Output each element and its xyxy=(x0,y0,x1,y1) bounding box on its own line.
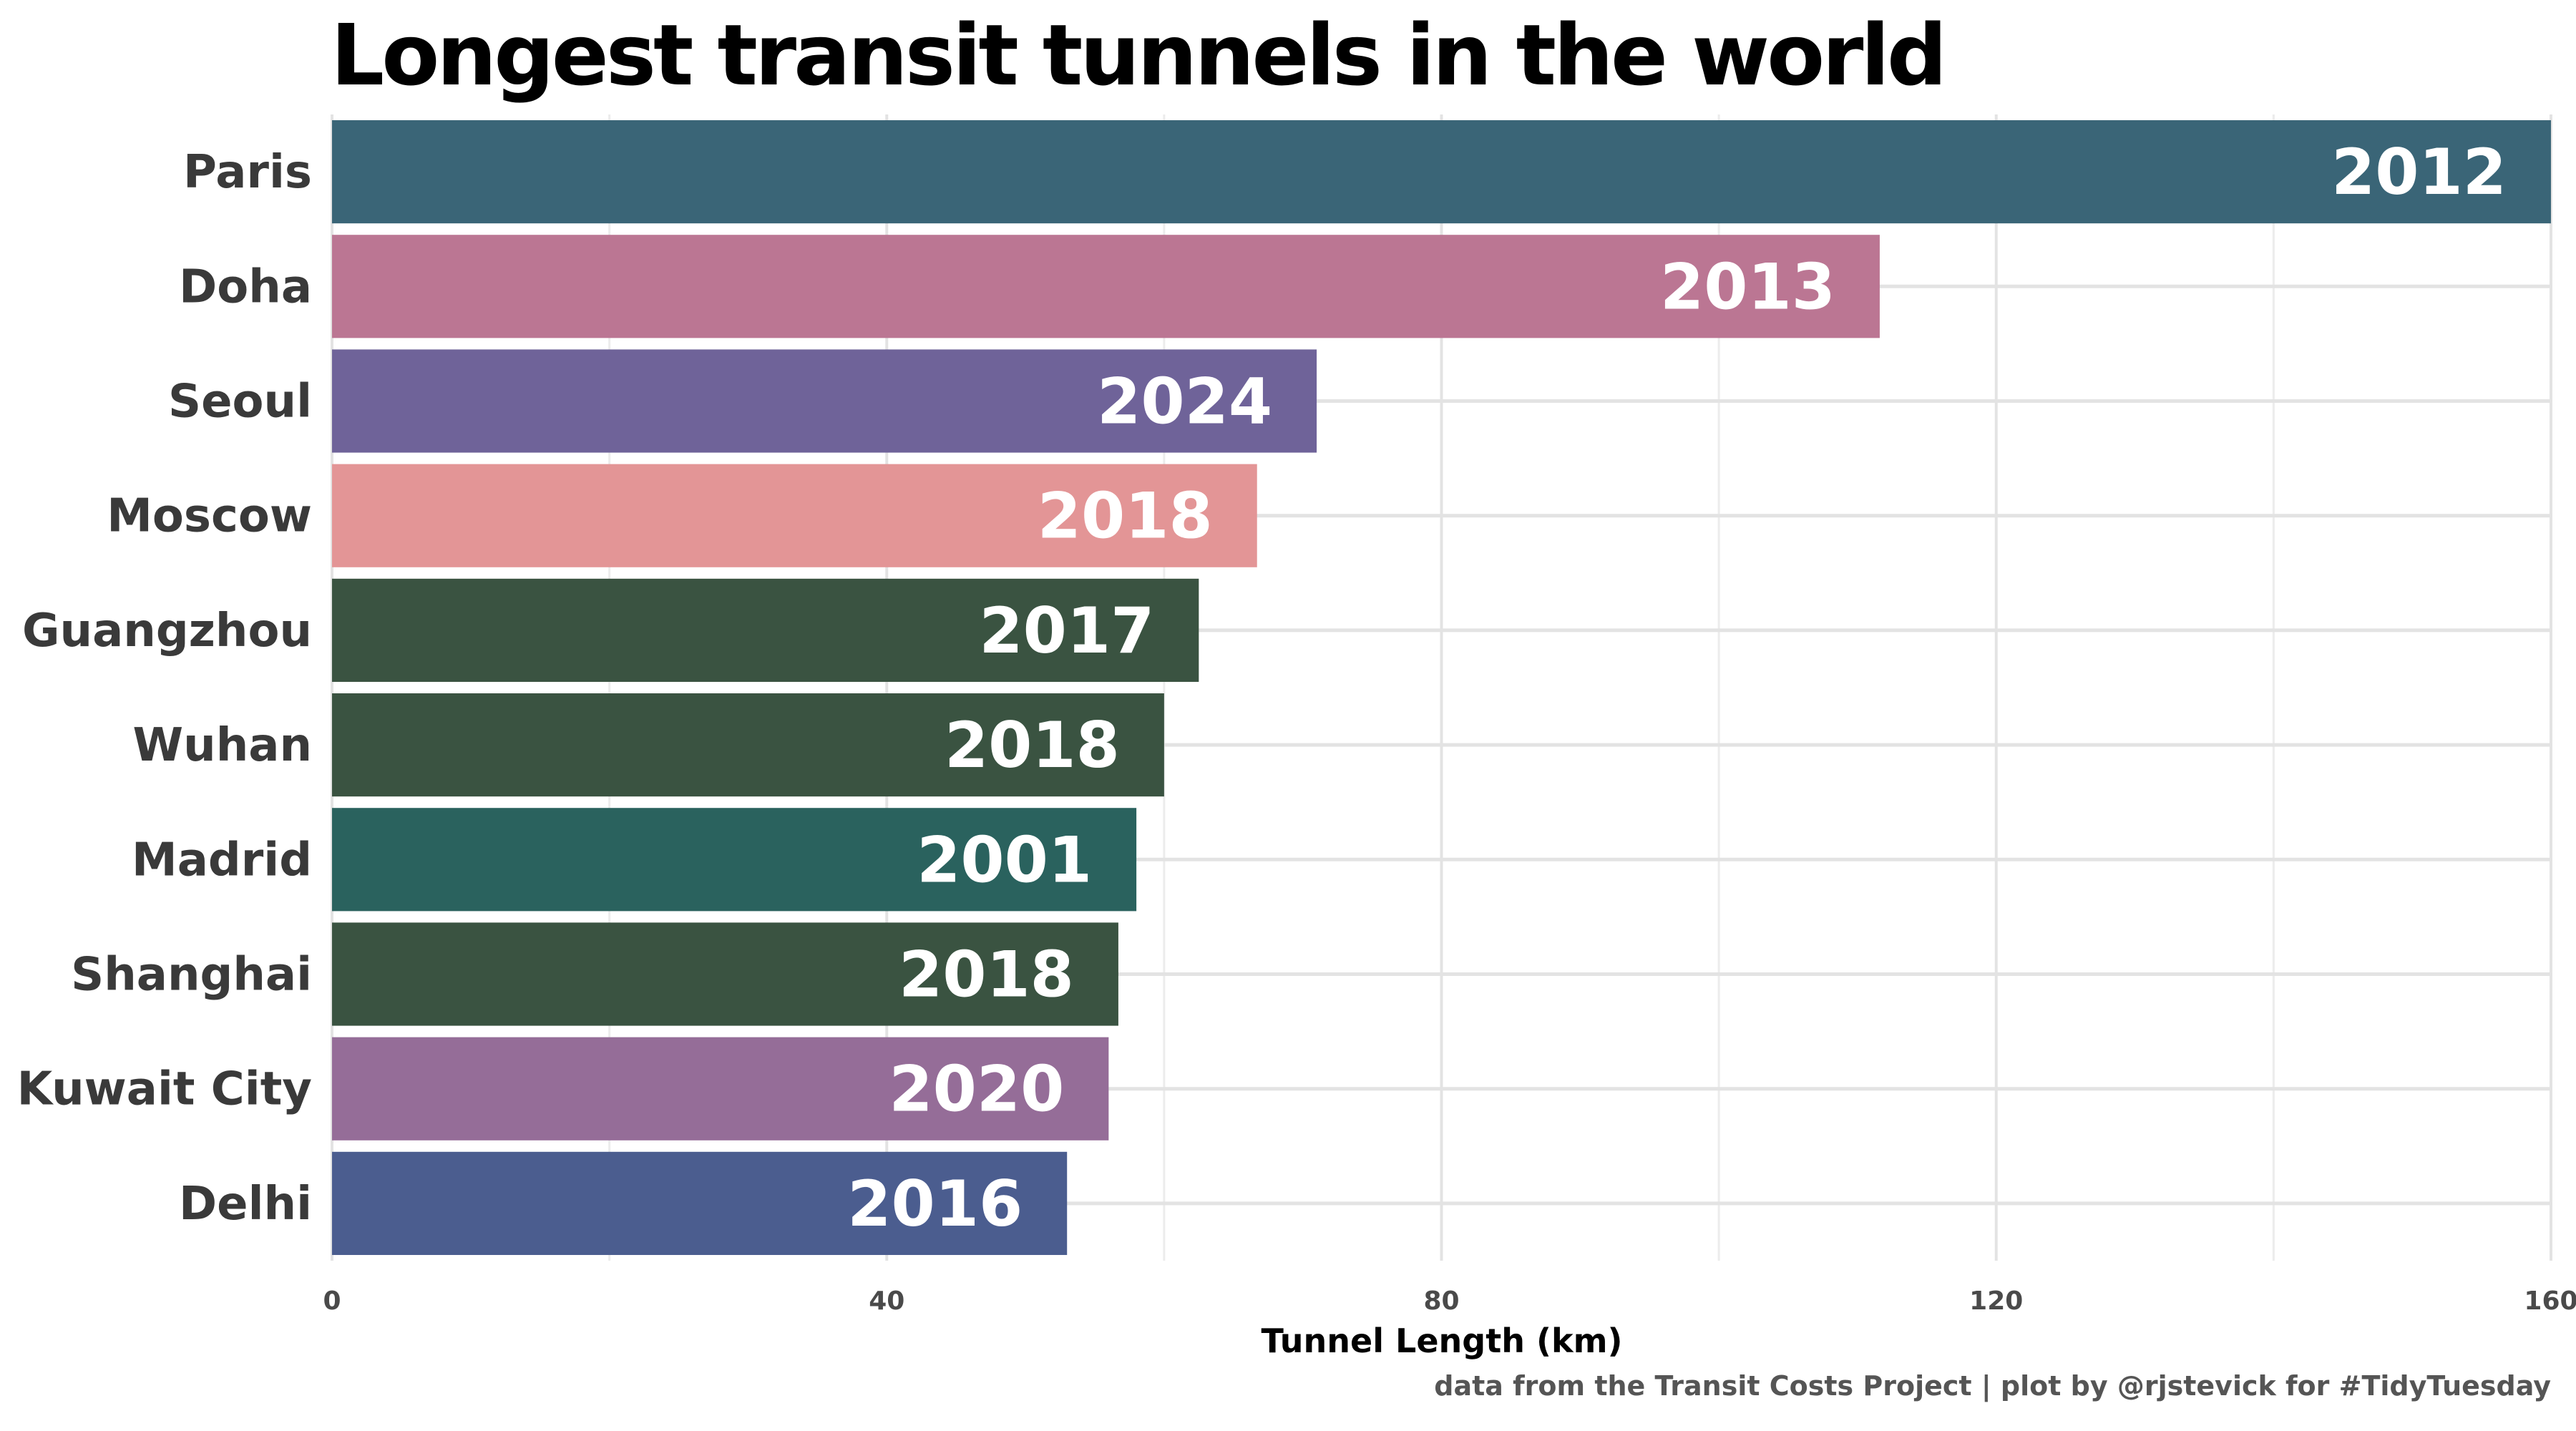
category-label: Paris xyxy=(183,146,312,199)
bar xyxy=(332,1151,1068,1255)
x-tick-label: 120 xyxy=(1969,1286,2023,1316)
x-tick-label: 40 xyxy=(869,1286,904,1316)
category-label: Doha xyxy=(179,260,312,313)
bar xyxy=(332,1037,1109,1141)
category-label: Guangzhou xyxy=(22,605,312,658)
category-label: Delhi xyxy=(179,1178,312,1231)
category-label: Wuhan xyxy=(133,719,312,772)
x-tick-label: 0 xyxy=(323,1286,341,1316)
x-tick-label: 160 xyxy=(2524,1286,2576,1316)
bar-value-label: 2013 xyxy=(1660,250,1835,323)
bar-value-label: 2020 xyxy=(889,1053,1064,1126)
bar xyxy=(332,808,1137,912)
bar-value-label: 2018 xyxy=(945,708,1120,782)
category-label: Kuwait City xyxy=(17,1063,312,1116)
caption: data from the Transit Costs Project | pl… xyxy=(1434,1370,2551,1402)
category-label: Moscow xyxy=(107,490,312,543)
bar-value-label: 2001 xyxy=(917,823,1092,897)
bar-value-label: 2018 xyxy=(899,938,1074,1012)
x-axis-ticks: 0 40 80 120 160 xyxy=(323,1286,2576,1316)
category-label: Seoul xyxy=(168,376,312,429)
bar-value-label: 2017 xyxy=(979,594,1154,668)
bar-value-label: 2024 xyxy=(1097,365,1272,439)
bar xyxy=(332,235,1880,338)
bar-value-label: 2016 xyxy=(847,1167,1023,1241)
bar-value-label: 2018 xyxy=(1038,479,1213,553)
bar xyxy=(332,464,1257,567)
bar xyxy=(332,693,1164,797)
category-labels: Paris Doha Seoul Moscow Guangzhou Wuhan Madrid… xyxy=(17,146,312,1231)
bar-value-label: 2012 xyxy=(2331,135,2507,209)
bar xyxy=(332,922,1118,1026)
x-tick-label: 80 xyxy=(1423,1286,1459,1316)
bar xyxy=(332,120,2551,224)
x-axis-title: Tunnel Length (km) xyxy=(1261,1322,1622,1360)
chart-title: Longest transit tunnels in the world xyxy=(331,6,1947,104)
category-label: Madrid xyxy=(132,834,312,887)
bars: 2012 2013 2024 2018 2017 2018 2001 2018 2020 2016 xyxy=(332,120,2551,1255)
bar xyxy=(332,578,1199,682)
bar xyxy=(332,349,1317,453)
category-label: Shanghai xyxy=(71,949,312,1002)
